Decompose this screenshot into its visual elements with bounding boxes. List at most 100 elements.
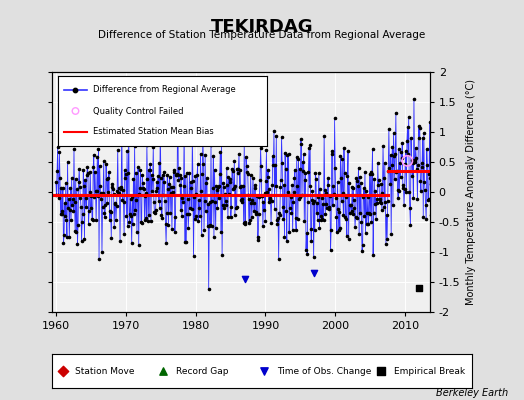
Point [398,155,406,162]
Point [233,204,241,210]
Point [220,184,228,191]
Point [205,223,213,230]
Point [394,194,402,201]
Point [297,141,305,147]
Point [413,195,422,202]
Point [130,210,138,217]
Point [224,174,233,180]
Point [420,130,428,136]
Point [365,171,374,177]
Point [359,194,367,200]
Point [137,219,145,225]
Point [178,194,187,201]
Point [161,221,170,227]
Point [329,182,337,189]
Point [307,238,315,244]
Point [52,178,60,185]
Point [94,193,102,199]
Point [80,236,89,242]
Point [173,172,181,178]
Point [395,187,403,194]
Point [126,195,135,202]
Point [388,162,396,168]
Point [278,160,286,166]
Point [100,209,108,216]
Point [292,154,301,160]
Point [318,216,326,222]
Point [370,176,378,183]
Point [122,213,130,219]
Point [269,162,278,169]
Point [254,234,263,240]
Point [406,205,414,212]
Point [93,154,102,160]
Point [196,150,205,157]
Point [234,170,242,176]
Point [247,199,255,206]
Point [296,194,304,200]
Point [125,218,134,225]
Point [146,160,155,167]
Point [328,151,336,158]
Point [282,238,291,244]
Point [185,170,194,176]
Point [55,149,63,156]
Point [168,226,176,233]
Point [56,175,64,181]
Point [256,145,265,151]
Point [90,194,99,200]
Point [117,184,125,190]
Point [236,167,244,174]
Point [113,188,122,194]
Point [186,205,194,212]
Point [321,211,330,217]
Point [251,185,259,192]
Point [60,200,69,206]
Point [356,210,365,216]
Point [319,217,328,223]
Point [115,185,123,191]
Point [59,240,68,246]
Point [362,187,370,194]
Point [397,149,405,155]
Point [83,172,91,178]
Text: Estimated Station Mean Bias: Estimated Station Mean Bias [93,128,214,136]
Point [196,213,204,220]
Point [385,165,394,172]
Point [419,135,427,141]
Point [125,129,133,136]
Point [392,169,401,176]
Point [243,163,251,170]
Point [380,204,388,211]
Point [348,211,357,217]
Point [219,180,227,186]
Point [187,179,195,185]
Point [88,193,96,200]
Point [137,220,146,227]
Point [194,197,203,204]
Point [336,152,345,159]
Point [301,170,310,176]
Point [364,194,372,200]
Point [344,148,352,154]
Point [76,195,84,201]
Text: Record Gap: Record Gap [176,366,228,376]
Point [54,194,63,201]
Point [181,239,189,245]
Point [367,169,375,176]
Point [371,188,379,194]
Point [403,158,411,164]
Point [155,198,163,204]
Point [188,134,196,140]
Point [316,212,325,219]
Point [194,218,202,224]
Point [254,237,262,244]
Point [223,165,231,172]
Point [167,190,176,197]
Point [354,164,363,171]
Point [292,227,300,233]
Point [117,122,126,128]
Point [330,190,338,197]
Point [331,115,339,121]
Point [331,165,340,172]
